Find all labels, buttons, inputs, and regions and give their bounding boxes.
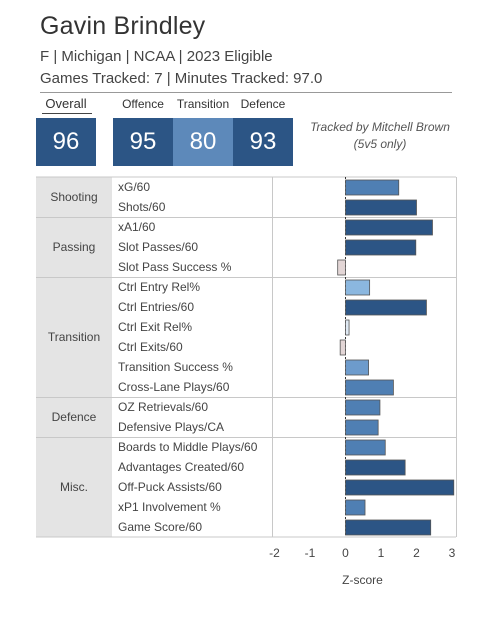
metric-label: Ctrl Entry Rel%: [118, 280, 200, 294]
metric-label: Off-Puck Assists/60: [118, 480, 222, 494]
group-label: Defence: [52, 410, 97, 424]
metric-bar: [345, 499, 366, 516]
x-tick-label: -2: [269, 546, 280, 560]
metric-bar: [345, 239, 417, 256]
group-label: Transition: [48, 330, 100, 344]
x-tick-label: 2: [413, 546, 420, 560]
metric-label: Defensive Plays/CA: [118, 420, 224, 434]
metric-label: Game Score/60: [118, 520, 202, 534]
tracker-note: Tracked by Mitchell Brown (5v5 only): [300, 119, 460, 153]
overall-label: Overall: [45, 96, 87, 111]
metric-bar: [345, 279, 371, 296]
x-axis-label: Z-score: [342, 573, 383, 587]
metric-bar: [345, 179, 400, 196]
offence-label: Offence: [122, 97, 164, 111]
metric-label: OZ Retrievals/60: [118, 400, 208, 414]
metric-label: Ctrl Exits/60: [118, 340, 183, 354]
metric-label: Advantages Created/60: [118, 460, 244, 474]
metric-bar: [345, 519, 432, 536]
defence-label: Defence: [240, 97, 286, 111]
player-tracked-summary: Games Tracked: 7 | Minutes Tracked: 97.0: [40, 70, 323, 87]
metric-bar: [345, 319, 350, 336]
metric-bar: [345, 359, 369, 376]
player-name: Gavin Brindley: [40, 12, 206, 40]
overall-rating: 96: [36, 118, 96, 166]
metric-bar: [345, 379, 394, 396]
metric-label: Transition Success %: [118, 360, 233, 374]
x-tick-label: -1: [305, 546, 316, 560]
metric-label: Cross-Lane Plays/60: [118, 380, 230, 394]
offence-rating: 95: [113, 118, 173, 166]
x-tick-label: 3: [449, 546, 456, 560]
transition-rating: 80: [173, 118, 233, 166]
x-tick-label: 0: [342, 546, 349, 560]
metric-label: xA1/60: [118, 220, 156, 234]
x-tick-label: 1: [378, 546, 385, 560]
metric-bar: [345, 219, 433, 236]
metric-label: Boards to Middle Plays/60: [118, 440, 258, 454]
metric-label: Slot Passes/60: [118, 240, 198, 254]
group-label: Misc.: [60, 480, 88, 494]
metric-bar: [345, 299, 427, 316]
overall-underline: [42, 113, 92, 114]
defence-rating: 93: [233, 118, 293, 166]
header-divider: [40, 92, 452, 93]
metric-bar: [345, 479, 455, 496]
tracker-note-line1: Tracked by Mitchell Brown: [310, 120, 450, 134]
metric-label: Ctrl Entries/60: [118, 300, 194, 314]
player-meta: F | Michigan | NCAA | 2023 Eligible: [40, 48, 273, 65]
metric-bar: [345, 439, 386, 456]
transition-label: Transition: [176, 97, 230, 111]
metric-label: xG/60: [118, 180, 150, 194]
metric-label: xP1 Involvement %: [118, 500, 221, 514]
metric-label: Shots/60: [118, 200, 166, 214]
category-column-bg: [36, 177, 112, 537]
metric-bar: [345, 199, 417, 216]
metric-label: Slot Pass Success %: [118, 260, 232, 274]
group-label: Shooting: [50, 190, 97, 204]
metric-bar: [345, 459, 406, 476]
metric-bar: [339, 339, 346, 356]
metric-bar: [345, 419, 379, 436]
metric-bar: [345, 399, 381, 416]
group-label: Passing: [53, 240, 96, 254]
metric-label: Ctrl Exit Rel%: [118, 320, 192, 334]
tracker-note-line2: (5v5 only): [353, 137, 407, 151]
metric-bar: [337, 259, 346, 276]
